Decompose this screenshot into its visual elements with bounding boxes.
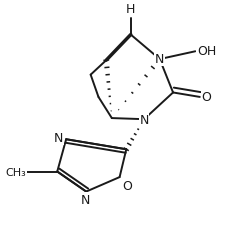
Text: O: O <box>122 179 132 192</box>
Text: H: H <box>126 3 135 15</box>
Text: OH: OH <box>197 44 216 57</box>
Text: N: N <box>54 132 63 145</box>
Text: N: N <box>81 193 91 206</box>
Text: N: N <box>139 114 149 127</box>
Text: O: O <box>202 90 212 103</box>
Text: CH₃: CH₃ <box>5 167 26 177</box>
Text: N: N <box>155 53 164 66</box>
